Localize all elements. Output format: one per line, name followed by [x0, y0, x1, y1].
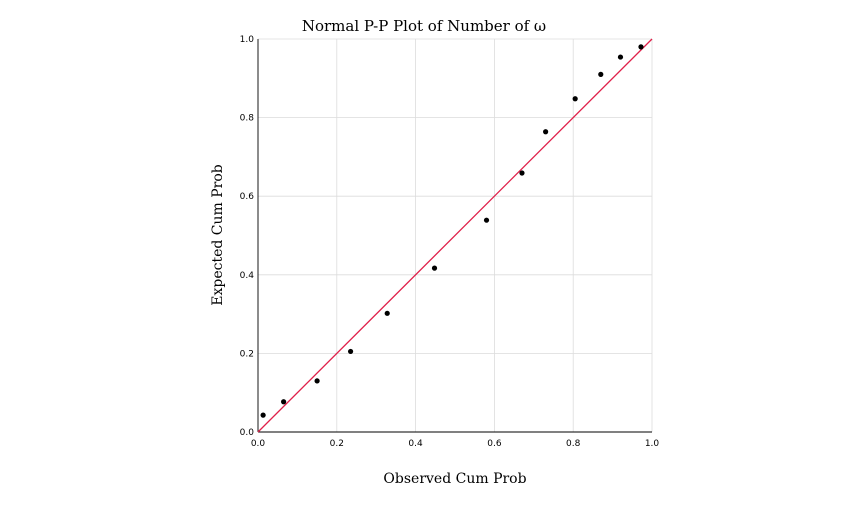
grid-lines — [258, 38, 653, 432]
y-tick-label: 0.8 — [240, 114, 255, 124]
x-tick-label: 0.2 — [330, 439, 344, 449]
reference-line — [257, 38, 653, 433]
x-tick-label: 1.0 — [645, 439, 660, 449]
y-tick-label: 0.6 — [240, 192, 255, 202]
y-tick-label: 1.0 — [240, 35, 255, 45]
y-tick-label: 0.2 — [240, 349, 254, 359]
y-tick-label: 0.4 — [240, 271, 255, 281]
x-tick-label: 0.8 — [566, 439, 581, 449]
tick-labels: 0.0 0.2 0.4 0.6 0.8 1.0 0.0 0.2 0.4 0.6 0.8 1.0 — [240, 35, 660, 449]
data-point — [314, 378, 320, 384]
data-point — [483, 217, 490, 223]
data-point — [260, 412, 266, 418]
data-point — [617, 54, 624, 60]
data-points — [260, 44, 644, 418]
data-point — [384, 310, 390, 316]
x-tick-label: 0.0 — [251, 439, 266, 449]
data-point — [572, 96, 578, 102]
chart-title: Normal P-P Plot of Number of ω — [302, 17, 546, 35]
data-point — [543, 129, 549, 135]
data-point — [519, 170, 525, 176]
data-point — [347, 348, 354, 355]
axes — [257, 39, 652, 433]
y-tick-label: 0.0 — [240, 428, 255, 438]
reference-line-group — [257, 38, 653, 433]
x-axis-title: Observed Cum Prob — [383, 471, 526, 487]
data-point — [598, 71, 604, 77]
x-tick-label: 0.4 — [408, 439, 423, 449]
x-tick-label: 0.6 — [487, 439, 502, 449]
data-point — [638, 44, 644, 50]
y-axis-title: Expected Cum Prob — [210, 164, 226, 306]
data-point — [431, 265, 438, 271]
data-point — [281, 399, 287, 405]
